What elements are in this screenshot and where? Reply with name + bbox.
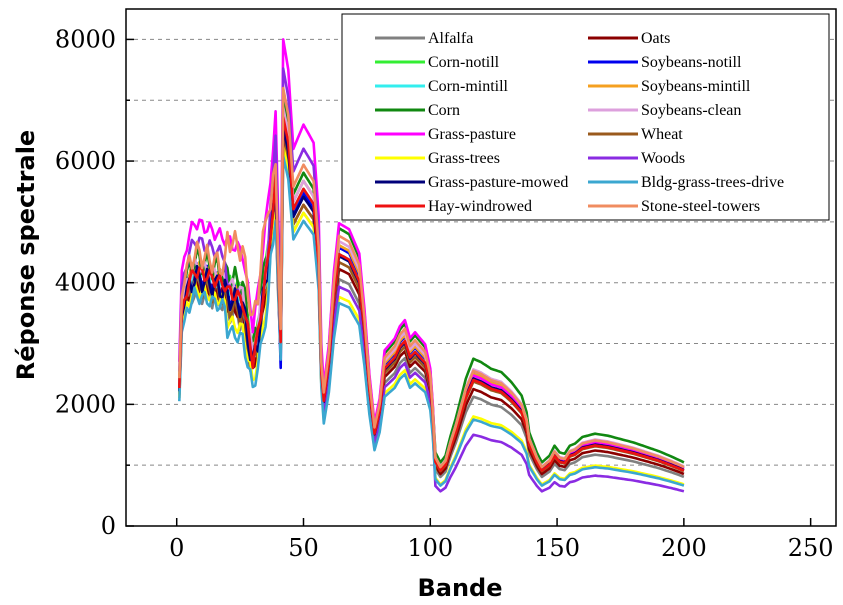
legend-label: Corn-mintill: [428, 78, 509, 95]
legend-label: Alfalfa: [428, 30, 473, 47]
x-tick-label: 50: [288, 534, 319, 562]
x-tick-label: 100: [407, 534, 453, 562]
y-tick-label: 6000: [55, 147, 116, 175]
legend-label: Grass-pasture-mowed: [428, 174, 568, 191]
y-tick-label: 4000: [55, 269, 116, 297]
legend-label: Corn: [428, 102, 460, 119]
legend-label: Soybeans-notill: [641, 54, 742, 71]
legend-label: Soybeans-mintill: [641, 78, 751, 95]
series-lines: [178, 38, 685, 493]
x-axis-title: Bande: [417, 574, 502, 602]
x-tick-label: 0: [169, 534, 184, 562]
legend-label: Grass-pasture: [428, 126, 516, 143]
y-tick-label: 8000: [55, 25, 116, 53]
x-tick-label: 250: [788, 534, 834, 562]
legend-label: Stone-steel-towers: [641, 198, 760, 215]
y-tick-label: 2000: [55, 390, 116, 418]
legend-label: Soybeans-clean: [641, 102, 741, 119]
y-tick-label: 0: [101, 512, 116, 540]
legend: Alfalfa Oats Corn-notill Soybeans-notill Cor…: [341, 13, 830, 221]
y-axis-title: Réponse spectrale: [12, 130, 40, 380]
legend-box: [341, 13, 830, 221]
x-tick-label: 150: [534, 534, 580, 562]
axis-ticks: 0 50 100 150 200 250 0 2000 4000 6000 8000: [55, 25, 834, 562]
plot-frame: [125, 8, 837, 527]
legend-label: Woods: [641, 150, 685, 167]
legend-label: Grass-trees: [428, 150, 500, 167]
legend-label: Hay-windrowed: [428, 198, 532, 215]
legend-label: Wheat: [641, 126, 683, 143]
series-line: [178, 154, 685, 487]
x-tick-label: 200: [661, 534, 707, 562]
legend-label: Bldg-grass-trees-drive: [641, 174, 784, 191]
legend-label: Oats: [641, 30, 670, 47]
series-line: [178, 86, 685, 469]
legend-label: Corn-notill: [428, 54, 500, 71]
